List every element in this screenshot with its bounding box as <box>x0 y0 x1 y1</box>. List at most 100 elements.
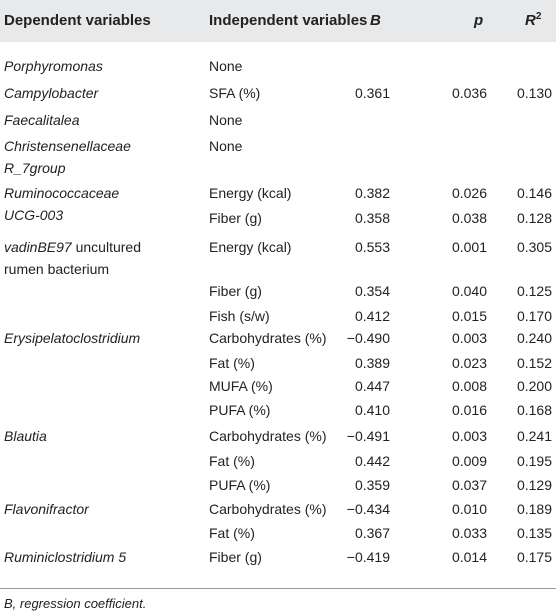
cell-independent: Fat (%) <box>209 453 255 469</box>
cell-r2: 0.170 <box>516 308 552 324</box>
cell-dependent-line2: rumen bacterium <box>4 261 110 277</box>
cell-r2: 0.128 <box>516 210 552 226</box>
cell-independent: MUFA (%) <box>209 378 273 394</box>
cell-dependent: Christensenellaceae R_7group <box>4 135 131 179</box>
cell-b: 0.358 <box>354 210 390 226</box>
header-dependent: Dependent variables <box>4 12 151 29</box>
cell-dependent: Campylobacter <box>4 82 98 104</box>
table-footnote: B, regression coefficient. <box>4 596 147 611</box>
cell-independent: Carbohydrates (%) <box>209 428 327 444</box>
cell-r2: 0.240 <box>516 330 552 346</box>
cell-dependent: vadinBE97 uncultured rumen bacterium <box>4 236 141 280</box>
cell-r2: 0.152 <box>516 355 552 371</box>
cell-p: 0.023 <box>451 355 487 371</box>
cell-p: 0.014 <box>451 549 487 565</box>
cell-dependent: Ruminiclostridium 5 <box>4 546 126 568</box>
cell-independent: Energy (kcal) <box>209 185 292 201</box>
cell-b: 0.367 <box>354 525 390 541</box>
cell-dependent: Ruminococcaceae UCG-003 <box>4 182 119 226</box>
cell-dependent-line2: UCG-003 <box>4 207 64 223</box>
cell-r2: 0.168 <box>516 402 552 418</box>
cell-independent: Fish (s/w) <box>209 308 270 324</box>
cell-independent: Fiber (g) <box>209 210 262 226</box>
cell-r2: 0.195 <box>516 453 552 469</box>
cell-dependent-text: Porphyromonas <box>4 58 103 74</box>
cell-dependent-text: Christensenellaceae <box>4 138 131 154</box>
cell-dependent: Erysipelatoclostridium <box>4 327 140 349</box>
cell-independent: Fiber (g) <box>209 549 262 565</box>
cell-independent: Carbohydrates (%) <box>209 330 327 346</box>
cell-b: 0.361 <box>354 85 390 101</box>
cell-p: 0.016 <box>451 402 487 418</box>
cell-dependent-text: Faecalitalea <box>4 112 80 128</box>
cell-independent: None <box>209 58 243 74</box>
cell-dependent: Blautia <box>4 425 47 447</box>
cell-b: 0.442 <box>354 453 390 469</box>
cell-independent: Fiber (g) <box>209 283 262 299</box>
cell-r2: 0.125 <box>516 283 552 299</box>
cell-p: 0.015 <box>451 308 487 324</box>
cell-dependent-plain: uncultured <box>71 239 141 255</box>
cell-dependent: Faecalitalea <box>4 109 80 131</box>
cell-b: −0.491 <box>346 428 390 444</box>
cell-independent: PUFA (%) <box>209 402 271 418</box>
cell-dependent-line2: R_7group <box>4 160 66 176</box>
cell-independent: Fat (%) <box>209 525 255 541</box>
cell-independent: Fat (%) <box>209 355 255 371</box>
cell-r2: 0.241 <box>516 428 552 444</box>
cell-p: 0.038 <box>451 210 487 226</box>
cell-b: −0.434 <box>346 501 390 517</box>
cell-b: 0.447 <box>354 378 390 394</box>
cell-dependent-text: Erysipelatoclostridium <box>4 330 141 346</box>
cell-independent: None <box>209 112 243 128</box>
cell-dependent: Flavonifractor <box>4 498 89 520</box>
cell-r2: 0.305 <box>516 239 552 255</box>
cell-p: 0.008 <box>451 378 487 394</box>
cell-p: 0.037 <box>451 477 487 493</box>
cell-b: 0.389 <box>354 355 390 371</box>
cell-b: 0.354 <box>354 283 390 299</box>
header-b: B <box>370 12 381 29</box>
cell-dependent-italic: vadinBE97 <box>4 239 72 255</box>
cell-dependent-text: Campylobacter <box>4 85 99 101</box>
cell-r2: 0.146 <box>516 185 552 201</box>
cell-b: 0.412 <box>354 308 390 324</box>
cell-dependent-text: Flavonifractor <box>4 501 89 517</box>
cell-independent: Carbohydrates (%) <box>209 501 327 517</box>
cell-dependent: Porphyromonas <box>4 55 103 77</box>
cell-dependent-text: Blautia <box>4 428 47 444</box>
cell-r2: 0.130 <box>516 85 552 101</box>
header-p: p <box>474 12 484 29</box>
cell-b: −0.419 <box>346 549 390 565</box>
footer-divider <box>0 588 556 589</box>
cell-p: 0.036 <box>451 85 487 101</box>
cell-b: 0.410 <box>354 402 390 418</box>
header-independent: Independent variables <box>209 12 368 29</box>
header-r2: R2 <box>525 11 541 31</box>
cell-r2: 0.135 <box>516 525 552 541</box>
cell-r2: 0.200 <box>516 378 552 394</box>
header-r-sup: 2 <box>535 11 542 22</box>
cell-b: 0.382 <box>354 185 390 201</box>
cell-dependent-text: Ruminiclostridium 5 <box>4 549 127 565</box>
cell-p: 0.040 <box>451 283 487 299</box>
cell-independent: None <box>209 138 243 154</box>
cell-r2: 0.189 <box>516 501 552 517</box>
cell-p: 0.010 <box>451 501 487 517</box>
cell-b: 0.359 <box>354 477 390 493</box>
cell-p: 0.009 <box>451 453 487 469</box>
cell-dependent-text: Ruminococcaceae <box>4 185 120 201</box>
cell-p: 0.001 <box>451 239 487 255</box>
cell-independent: SFA (%) <box>209 85 261 101</box>
cell-b: 0.553 <box>354 239 390 255</box>
cell-p: 0.003 <box>451 330 487 346</box>
cell-p: 0.003 <box>451 428 487 444</box>
cell-p: 0.026 <box>451 185 487 201</box>
header-r-base: R <box>525 12 536 29</box>
cell-p: 0.033 <box>451 525 487 541</box>
cell-r2: 0.129 <box>516 477 552 493</box>
cell-independent: PUFA (%) <box>209 477 271 493</box>
cell-r2: 0.175 <box>516 549 552 565</box>
table-header: Dependent variables Independent variable… <box>0 0 556 42</box>
